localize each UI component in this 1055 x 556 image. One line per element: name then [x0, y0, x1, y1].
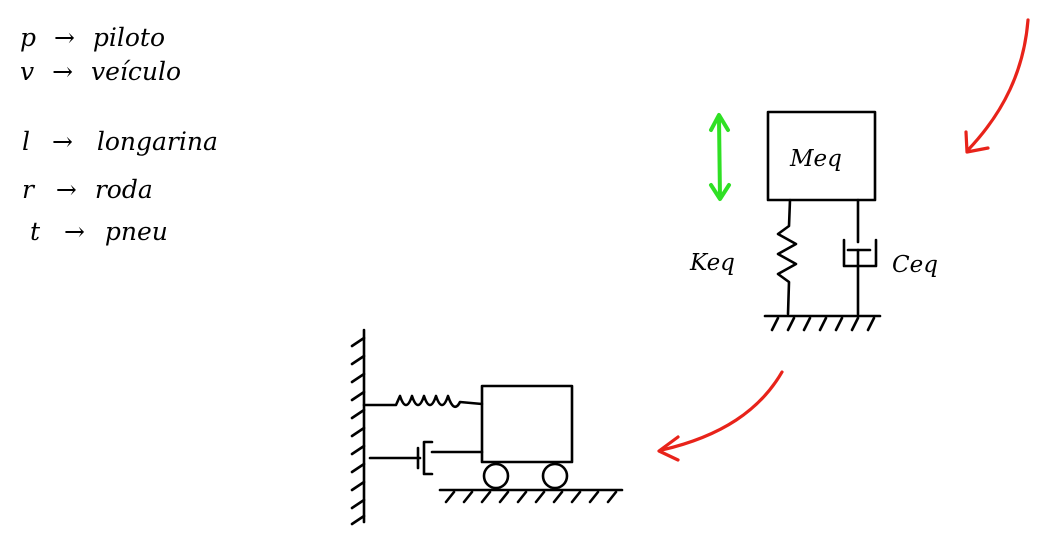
damper: [842, 198, 878, 316]
spring: [362, 394, 484, 409]
legend-key: r: [22, 175, 36, 204]
horizontal-model: [350, 328, 624, 526]
legend-word: longarina: [97, 127, 218, 156]
arrow-middle-icon: [657, 370, 784, 462]
legend-arrow: →: [56, 175, 77, 204]
legend-key: p: [20, 23, 36, 52]
legend-arrow: →: [54, 23, 75, 52]
spring-label: Keq: [689, 250, 735, 276]
legend-line-2: v → veículo: [20, 57, 181, 86]
mass-label: Meq: [789, 146, 842, 172]
legend-key: l: [22, 127, 30, 156]
legend-arrow: →: [52, 127, 73, 156]
arrow-top-right-icon: [964, 18, 1030, 154]
spring: [776, 198, 798, 316]
vertical-model: Meq Keq Ceq: [689, 110, 938, 332]
wheel-right: [541, 462, 569, 490]
damper: [368, 440, 484, 476]
mass-box: [766, 110, 877, 202]
double-arrow-icon: [709, 113, 731, 201]
legend-line-3: l → longarina: [22, 127, 218, 156]
legend-word: roda: [95, 175, 153, 204]
floor: [438, 488, 624, 504]
legend-word: pneu: [105, 217, 168, 246]
legend-word: piloto: [93, 23, 165, 52]
legend: p → piloto v → veículo l → longarina r →…: [20, 23, 218, 246]
legend-line-5: t → pneu: [30, 217, 168, 246]
legend-key: t: [30, 217, 41, 246]
legend-arrow: →: [52, 57, 73, 86]
legend-key: v: [20, 57, 34, 86]
legend-word: veículo: [91, 57, 181, 86]
wall: [350, 328, 366, 526]
legend-arrow: →: [64, 217, 85, 246]
wheel-left: [482, 462, 510, 490]
cart-box: [480, 384, 574, 464]
ground: [763, 314, 882, 332]
damper-label: Ceq: [892, 252, 938, 278]
legend-line-1: p → piloto: [20, 23, 165, 52]
legend-line-4: r → roda: [22, 175, 153, 204]
